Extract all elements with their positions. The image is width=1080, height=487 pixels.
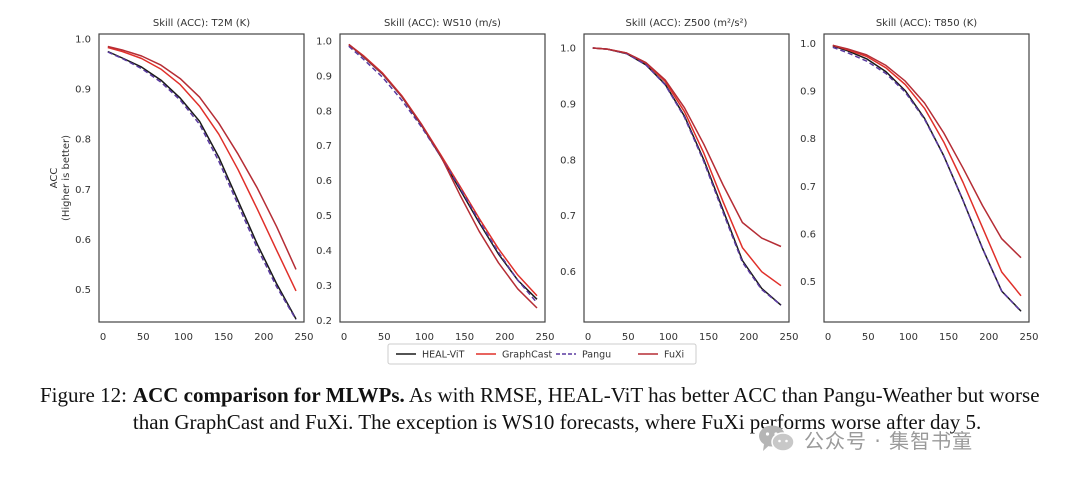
- series-line-graphcast: [348, 43, 538, 297]
- chart-title: Skill (ACC): WS10 (m/s): [384, 18, 501, 29]
- caption-body: ACC comparison for MLWPs. As with RMSE, …: [133, 382, 1040, 436]
- series-line-pangu: [832, 46, 1022, 313]
- x-tick-label: 100: [659, 332, 678, 343]
- y-tick-label: 0.6: [560, 267, 576, 278]
- caption-label: Figure 12:: [40, 383, 127, 407]
- y-tick-label: 0.4: [316, 246, 332, 257]
- y-tick-label: 0.3: [316, 281, 332, 292]
- x-tick-label: 0: [825, 332, 831, 343]
- y-tick-label: 0.7: [800, 182, 816, 193]
- caption-text: As with RMSE, HEAL-ViT has better ACC th…: [132, 383, 1040, 434]
- x-tick-label: 50: [862, 332, 875, 343]
- legend-box: [387, 343, 697, 365]
- plot-frame: [583, 33, 790, 323]
- x-tick-label: 50: [622, 332, 635, 343]
- series-line-heal-vit: [107, 50, 297, 320]
- y-tick-label: 0.5: [75, 285, 91, 296]
- y-tick-label: 0.6: [316, 176, 332, 187]
- chart-panel-4: Skill (ACC): T850 (K) 0 50 100 150 200 250 0.5 0…: [800, 18, 1038, 343]
- series-line-fuxi: [348, 43, 538, 309]
- series-line-fuxi: [832, 44, 1022, 259]
- y-tick-label: 0.7: [75, 185, 91, 196]
- x-tick-label: 0: [341, 332, 347, 343]
- chart-panel-3: Skill (ACC): Z500 (m²/s²) 0 50 100 150 200 250…: [560, 18, 798, 343]
- y-tick-label: 0.9: [560, 99, 576, 110]
- y-tick-label: 0.6: [800, 229, 816, 240]
- series-line-fuxi: [592, 47, 782, 248]
- watermark-text: 公众号 · 集智书童: [804, 428, 974, 453]
- x-tick-label: 150: [699, 332, 718, 343]
- series-line-fuxi: [107, 45, 297, 270]
- y-tick-label: 0.8: [316, 106, 332, 117]
- x-tick-label: 0: [585, 332, 591, 343]
- series-line-pangu: [592, 47, 782, 306]
- y-tick-label: 0.8: [800, 134, 816, 145]
- y-axis-label: ACC: [49, 168, 60, 189]
- series-line-heal-vit: [592, 47, 782, 306]
- series-line-pangu: [348, 45, 538, 304]
- y-tick-label: 0.6: [75, 235, 91, 246]
- x-tick-label: 100: [415, 332, 434, 343]
- y-axis-label: (Higher is better): [61, 135, 72, 221]
- y-tick-label: 1.0: [560, 43, 576, 54]
- plot-frame: [339, 33, 546, 323]
- series-line-heal-vit: [832, 45, 1022, 312]
- y-tick-label: 0.9: [75, 85, 91, 96]
- y-tick-label: 0.8: [75, 135, 91, 146]
- figure: HEAL-ViT GraphCast Pangu FuXi Skill (ACC): …: [49, 18, 1039, 365]
- plot-frame: [98, 33, 305, 323]
- x-tick-label: 100: [174, 332, 193, 343]
- series-line-heal-vit: [348, 43, 538, 300]
- series-line-pangu: [107, 51, 297, 320]
- x-tick-label: 200: [739, 332, 758, 343]
- y-tick-label: 0.9: [800, 87, 816, 98]
- series-line-graphcast: [107, 46, 297, 292]
- x-tick-label: 200: [495, 332, 514, 343]
- x-tick-label: 150: [214, 332, 233, 343]
- caption-bold: ACC comparison for MLWPs.: [132, 383, 405, 407]
- x-tick-label: 150: [455, 332, 474, 343]
- x-tick-label: 250: [1019, 332, 1038, 343]
- legend-label: FuXi: [664, 350, 684, 361]
- series-line-graphcast: [592, 47, 782, 287]
- x-tick-label: 250: [779, 332, 798, 343]
- legend-label: GraphCast: [502, 350, 553, 361]
- chart-title: Skill (ACC): Z500 (m²/s²): [626, 18, 748, 29]
- x-tick-label: 250: [294, 332, 313, 343]
- chart-panel-1: Skill (ACC): T2M (K) 0 50 100 150 200 250 0.5 0.…: [49, 18, 314, 343]
- x-tick-label: 100: [899, 332, 918, 343]
- x-tick-label: 200: [979, 332, 998, 343]
- figure-caption: Figure 12: ACC comparison for MLWPs. As …: [40, 382, 1040, 436]
- x-tick-label: 200: [254, 332, 273, 343]
- y-tick-label: 0.9: [316, 71, 332, 82]
- x-tick-label: 150: [939, 332, 958, 343]
- y-tick-label: 0.8: [560, 155, 576, 166]
- x-tick-label: 0: [100, 332, 106, 343]
- x-tick-label: 50: [378, 332, 391, 343]
- wechat-icon: [759, 425, 795, 452]
- y-tick-label: 0.7: [316, 141, 332, 152]
- y-tick-label: 0.2: [316, 316, 332, 327]
- watermark: 公众号 · 集智书童: [758, 424, 973, 454]
- y-tick-label: 1.0: [75, 35, 91, 46]
- series-line-graphcast: [832, 44, 1022, 297]
- legend: HEAL-ViT GraphCast Pangu FuXi: [387, 343, 697, 365]
- chart-panel-2: Skill (ACC): WS10 (m/s) 0 50 100 150 200 250 0.…: [316, 18, 554, 343]
- chart-title: Skill (ACC): T2M (K): [153, 18, 250, 29]
- x-tick-label: 250: [535, 332, 554, 343]
- y-tick-label: 0.7: [560, 211, 576, 222]
- y-tick-label: 1.0: [316, 36, 332, 47]
- y-tick-label: 1.0: [800, 39, 816, 50]
- plot-frame: [823, 33, 1030, 323]
- legend-label: Pangu: [582, 350, 611, 361]
- y-tick-label: 0.5: [316, 211, 332, 222]
- x-tick-label: 50: [137, 332, 150, 343]
- chart-title: Skill (ACC): T850 (K): [876, 18, 977, 29]
- y-tick-label: 0.5: [800, 277, 816, 288]
- legend-label: HEAL-ViT: [422, 350, 465, 361]
